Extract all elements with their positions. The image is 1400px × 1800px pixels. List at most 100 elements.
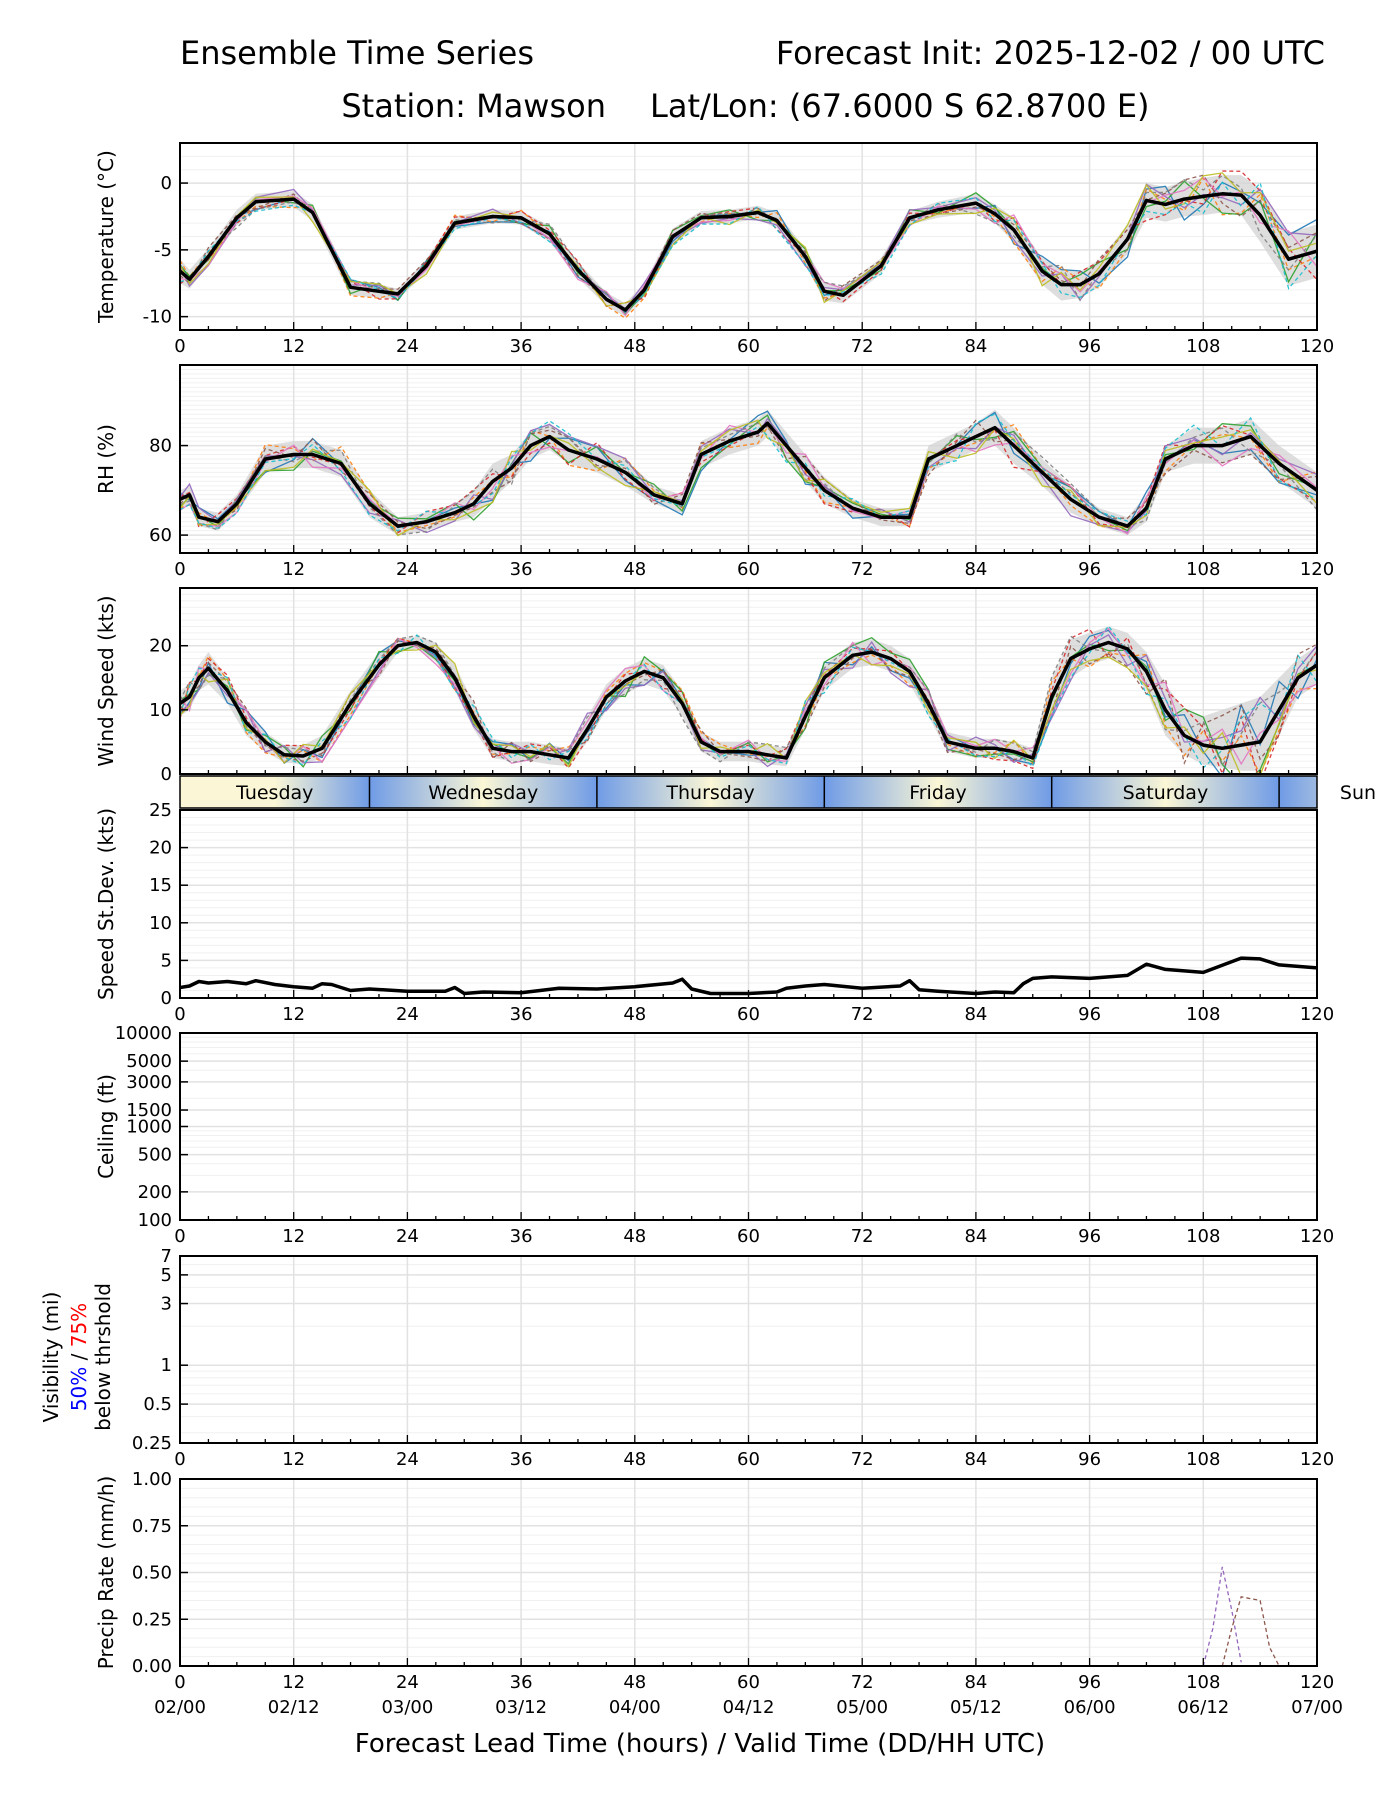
valid-time-label: 03/12 [495, 1697, 547, 1718]
ceiling-ytick-label: 500 [138, 1145, 172, 1166]
rh-ytick-label: 60 [149, 525, 172, 546]
precip_rate-series [1202, 1566, 1280, 1666]
temperature-xtick-label: 0 [174, 336, 185, 357]
day-band-cell [180, 776, 370, 808]
precip_rate-member-line [1221, 1596, 1280, 1666]
ceiling-xtick-label: 60 [737, 1226, 760, 1247]
speed_stdev-ylabel: Speed St.Dev. (kts) [94, 808, 118, 1000]
speed_stdev-ytick-label: 25 [149, 800, 172, 821]
day-band-cell [596, 776, 825, 808]
valid-time-label: 04/12 [723, 1697, 775, 1718]
temperature-panel: -10 -5 0 0 12 24 36 48 60 72 84 96 108 120 Temperature… [94, 142, 1334, 357]
visibility-xtick-label: 108 [1186, 1449, 1220, 1470]
precip_rate-xtick-label: 48 [623, 1672, 646, 1693]
temperature-xtick-label: 84 [964, 336, 987, 357]
precip_rate-member-line [1202, 1566, 1242, 1666]
ceiling-xtick-label: 84 [964, 1226, 987, 1247]
visibility-xtick-label: 120 [1300, 1449, 1334, 1470]
speed_stdev-ytick-label: 0 [161, 988, 172, 1009]
rh-xtick-label: 60 [737, 559, 760, 580]
rh-xtick-label: 72 [851, 559, 874, 580]
precip_rate-xtick-label: 120 [1300, 1672, 1334, 1693]
ceiling-ytick-label: 200 [138, 1182, 172, 1203]
speed_stdev-mean-line [180, 956, 1317, 996]
speed_stdev-xtick-label: 36 [510, 1004, 533, 1025]
visibility-ylabel: Visibility (mi) 50% / 75% below thrshold [39, 1283, 115, 1431]
speed_stdev-xtick-label: 12 [282, 1004, 305, 1025]
temperature-mean-line [180, 192, 1317, 312]
ceiling-ytick-label: 5000 [126, 1051, 172, 1072]
valid-time-label: 04/00 [609, 1697, 661, 1718]
day-label: Sun [1340, 782, 1376, 804]
rh-panel: 60 80 0 12 24 36 48 60 72 84 96 108 120 RH (%) [94, 364, 1334, 580]
speed_stdev-ytick-label: 5 [161, 950, 172, 971]
ceiling-xtick-label: 36 [510, 1226, 533, 1247]
visibility-xtick-label: 72 [851, 1449, 874, 1470]
ceiling-ylabel: Ceiling (ft) [94, 1074, 118, 1179]
wind_speed-mean-line [180, 640, 1317, 760]
precip_rate-ytick-label: 0.50 [132, 1563, 172, 1584]
precip_rate-xtick-label: 12 [282, 1672, 305, 1693]
day-band: Tuesday Wednesday Thursday Friday Saturday Su… [179, 775, 1376, 809]
temperature-member-line [180, 176, 1317, 320]
day-band-cells [180, 776, 1317, 808]
temperature-xtick-label: 24 [396, 336, 419, 357]
forecast-init: Forecast Init: 2025-12-02 / 00 UTC [776, 34, 1325, 72]
speed_stdev-xtick-label: 120 [1300, 1004, 1334, 1025]
visibility-ylabel-line1: Visibility (mi) [39, 1292, 63, 1423]
temperature-xtick-label: 72 [851, 336, 874, 357]
speed_stdev-ytick-label: 15 [149, 875, 172, 896]
ceiling-ytick-label: 10000 [115, 1023, 172, 1044]
precip_rate-xtick-label: 72 [851, 1672, 874, 1693]
panels: -10-500 12 24 36 48 60 72 84 96 108 120Temperature… [94, 142, 1334, 1693]
precip_rate-xtick-label: 96 [1078, 1672, 1101, 1693]
rh-ylabel: RH (%) [94, 424, 118, 494]
speed_stdev-ytick-label: 20 [149, 838, 172, 859]
day-label: Thursday [665, 782, 754, 804]
valid-time-label: 02/12 [268, 1697, 320, 1718]
temperature-xtick-label: 60 [737, 336, 760, 357]
visibility-xtick-label: 48 [623, 1449, 646, 1470]
temperature-xtick-label: 120 [1300, 336, 1334, 357]
day-label: Tuesday [235, 782, 313, 804]
precip_rate-xtick-label: 0 [174, 1672, 185, 1693]
rh-mean-line [180, 421, 1317, 528]
temperature-series [180, 170, 1317, 320]
ceiling-xtick-label: 48 [623, 1226, 646, 1247]
visibility-ylabel-line2: 50% / 75% [67, 1303, 91, 1411]
valid-time-label: 07/00 [1291, 1697, 1343, 1718]
rh-spread-band [180, 409, 1317, 536]
ceiling-xtick-label: 72 [851, 1226, 874, 1247]
rh-xtick-label: 84 [964, 559, 987, 580]
ceiling-xtick-label: 120 [1300, 1226, 1334, 1247]
temperature-xtick-label: 96 [1078, 336, 1101, 357]
visibility-ylabel-line3: below thrshold [91, 1283, 115, 1431]
speed_stdev-xtick-label: 84 [964, 1004, 987, 1025]
valid-time-label: 03/00 [381, 1697, 433, 1718]
rh-series [180, 409, 1317, 537]
rh-xtick-label: 48 [623, 559, 646, 580]
precip_rate-ytick-label: 0.25 [132, 1609, 172, 1630]
wind_speed-member-line [180, 624, 1317, 769]
temperature-ytick-label: -5 [154, 240, 172, 261]
wind_speed-ytick-label: 0 [161, 764, 172, 785]
speed_stdev-ytick-label: 10 [149, 913, 172, 934]
precip_rate-panel: 0.00 0.25 0.50 0.75 1.00 0 12 24 36 48 60 72 84 96 108… [94, 1469, 1334, 1693]
wind_speed-member-line [180, 628, 1317, 774]
rh-xtick-label: 24 [396, 559, 419, 580]
visibility-ytick-label: 1 [161, 1355, 172, 1376]
ceiling-xtick-label: 0 [174, 1226, 185, 1247]
day-band-frame [179, 775, 1318, 809]
wind_speed-series [180, 624, 1317, 774]
valid-time-label: 05/00 [836, 1697, 888, 1718]
station-name: Station: Mawson [341, 87, 606, 125]
speed_stdev-panel: 0 5 10 15 20 25 0 12 24 36 48 60 72 84 96 108 120 Speed S… [94, 800, 1334, 1025]
visibility-xtick-label: 84 [964, 1449, 987, 1470]
rh-xtick-label: 36 [510, 559, 533, 580]
figure-title: Ensemble Time Series [180, 34, 534, 72]
temperature-xtick-label: 108 [1186, 336, 1220, 357]
rh-xtick-label: 0 [174, 559, 185, 580]
rh-member-line [180, 424, 1317, 533]
